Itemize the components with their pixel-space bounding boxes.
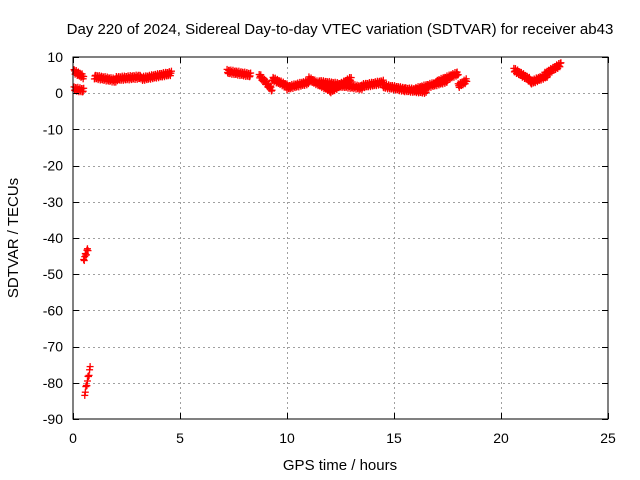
- y-tick-label: -30: [43, 194, 63, 210]
- data-points: [70, 59, 565, 399]
- data-point: [80, 84, 88, 92]
- y-tick-label: -20: [43, 158, 63, 174]
- y-tick-label: 10: [47, 49, 63, 65]
- data-point: [454, 71, 462, 79]
- data-point: [379, 76, 387, 84]
- data-point: [86, 363, 94, 371]
- chart-title: Day 220 of 2024, Sidereal Day-to-day VTE…: [67, 21, 614, 38]
- y-tick-label: 0: [55, 85, 63, 101]
- data-point: [463, 77, 471, 85]
- y-tick-label: -40: [43, 230, 63, 246]
- x-axis-label: GPS time / hours: [283, 457, 397, 474]
- data-point: [247, 69, 255, 77]
- y-tick-label: -70: [43, 339, 63, 355]
- x-tick-label: 5: [176, 430, 184, 446]
- data-point: [557, 59, 565, 67]
- x-tick-labels: 0 5 10 15 20 25: [69, 430, 616, 446]
- y-tick-label: -90: [43, 411, 63, 427]
- grid-lines: [73, 57, 608, 419]
- y-tick-label: -50: [43, 266, 63, 282]
- y-tick-label: -60: [43, 302, 63, 318]
- axis-ticks: [73, 57, 609, 420]
- data-point: [84, 247, 92, 255]
- x-tick-label: 25: [600, 430, 616, 446]
- x-tick-label: 0: [69, 430, 77, 446]
- x-tick-label: 15: [386, 430, 402, 446]
- data-point: [80, 72, 88, 80]
- x-tick-label: 20: [493, 430, 509, 446]
- x-tick-label: 10: [279, 430, 295, 446]
- y-tick-label: -10: [43, 121, 63, 137]
- y-axis-label: SDTVAR / TECUs: [5, 178, 22, 298]
- data-point: [347, 74, 355, 82]
- y-tick-labels: 10 0 -10 -20 -30 -40 -50 -60 -70 -80 -90: [43, 49, 63, 427]
- y-tick-label: -80: [43, 375, 63, 391]
- data-point: [268, 86, 276, 94]
- data-point: [167, 67, 175, 75]
